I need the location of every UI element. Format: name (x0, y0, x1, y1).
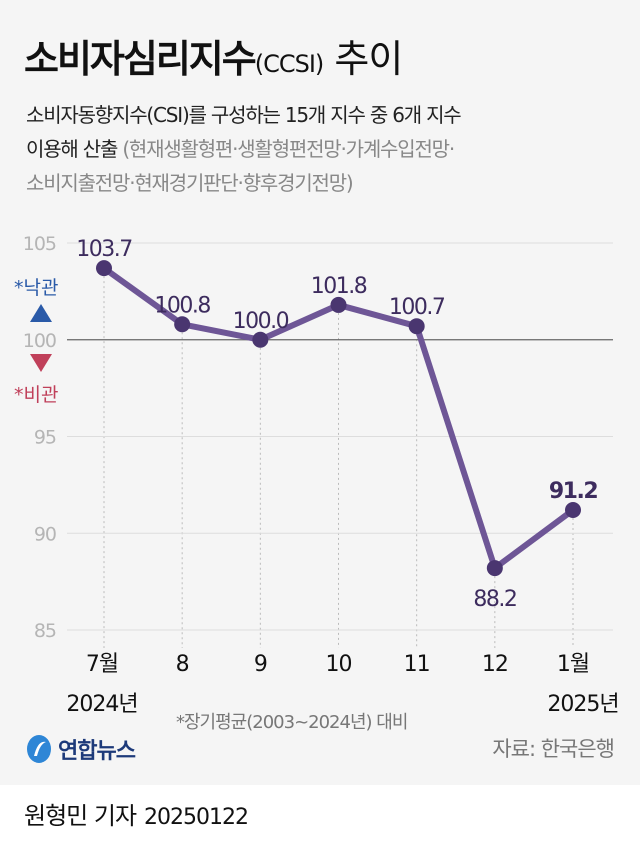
x-tick-label: 12 (482, 652, 508, 677)
byline: 원형민 기자 20250122 (24, 796, 249, 831)
y-tick-label: 100 (23, 330, 56, 352)
pessimism-label: *비관 (14, 384, 58, 406)
background (0, 0, 640, 785)
x-tick-label: 9 (254, 652, 267, 677)
down-triangle-icon (30, 354, 52, 372)
data-point (486, 560, 503, 577)
chart-title: 소비자심리지수(CCSI) 추이 (24, 28, 403, 83)
x-tick-label: 11 (404, 652, 430, 677)
y-tick-label: 85 (34, 620, 56, 642)
data-point (252, 331, 269, 348)
y-tick-label: 90 (34, 523, 56, 545)
optimism-label: *낙관 (14, 277, 58, 299)
y-tick-label: 95 (34, 427, 56, 449)
year-label-2024: 2024년 (66, 692, 137, 717)
desc-line-2-dark: 이용해 산출 (26, 137, 123, 161)
year-label-2025: 2025년 (547, 692, 618, 717)
desc-line-1: 소비자동향지수(CSI)를 구성하는 15개 지수 중 6개 지수 (26, 103, 462, 127)
title-main: 소비자심리지수 (24, 37, 257, 81)
data-label: 103.7 (76, 237, 132, 262)
reporter: 원형민 기자 (24, 802, 137, 830)
yonhap-globe-icon (27, 735, 51, 763)
desc-line-2: 이용해 산출 (현재생활형편·생활형편전망·가계수입전망· (26, 132, 460, 166)
data-label: 100.7 (389, 295, 445, 320)
data-point (330, 296, 347, 313)
data-point (174, 316, 191, 333)
desc-line-3: 소비지출전망·현재경기판단·향후경기전망) (26, 171, 354, 195)
up-triangle-icon (30, 304, 52, 322)
description: 소비자동향지수(CSI)를 구성하는 15개 지수 중 6개 지수 이용해 산출… (26, 98, 462, 200)
title-tail: 추이 (323, 37, 403, 81)
data-label: 88.2 (473, 587, 516, 612)
x-tick-label: 10 (326, 652, 352, 677)
x-tick-label: 1월 (557, 652, 589, 677)
y-tick-label: 105 (23, 233, 56, 255)
logo-text: 연합뉴스 (58, 739, 136, 764)
data-label: 101.8 (311, 274, 367, 299)
data-point (408, 318, 425, 335)
publish-date: 20250122 (144, 805, 249, 830)
x-tick-label: 7월 (86, 652, 118, 677)
yonhap-logo: 연합뉴스 (24, 733, 136, 765)
data-label: 100.0 (233, 309, 289, 334)
desc-line-2-gray: (현재생활형편·생활형편전망·가계수입전망· (122, 137, 455, 161)
data-label: 91.2 (549, 479, 597, 504)
data-label: 100.8 (154, 293, 210, 318)
data-point (96, 260, 112, 277)
title-sub: (CCSI) (254, 50, 325, 78)
x-tick-label: 8 (176, 652, 189, 677)
source: 자료: 한국은행 (492, 737, 615, 761)
data-point (565, 502, 581, 519)
baseline-note: *장기평균(2003~2024년) 대비 (176, 712, 408, 733)
